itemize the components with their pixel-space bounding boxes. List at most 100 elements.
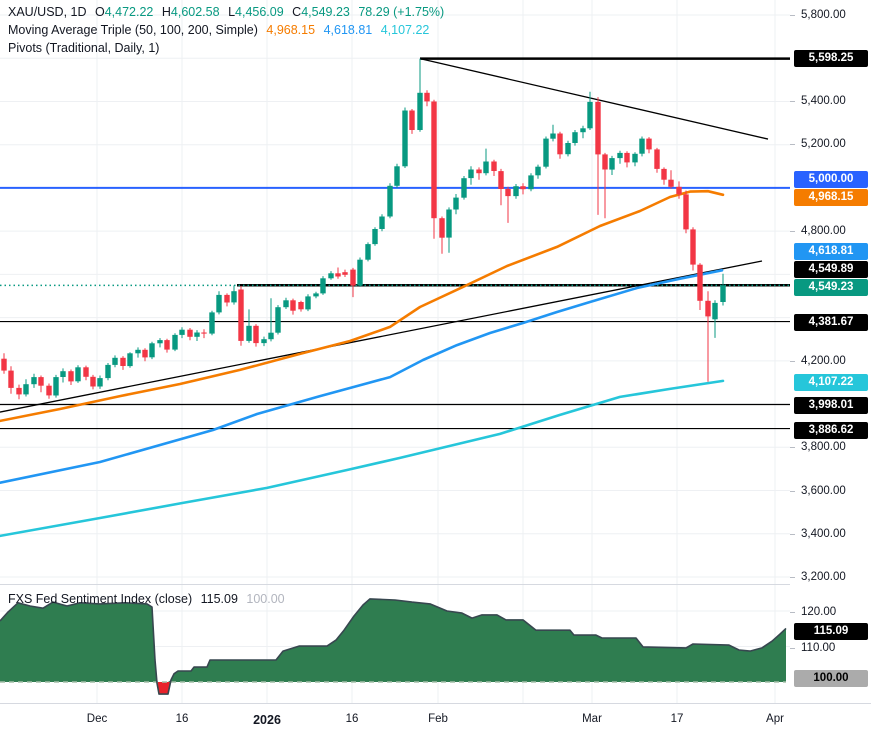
- candle-body: [172, 334, 178, 350]
- candle-body: [498, 171, 504, 189]
- candle-body: [528, 175, 534, 190]
- candle-body: [520, 186, 526, 190]
- axis-tick: [790, 577, 795, 578]
- ma-title[interactable]: Moving Average Triple (50, 100, 200, Sim…: [8, 23, 258, 37]
- candle-body: [402, 110, 408, 167]
- candle-body: [275, 307, 281, 333]
- low-label: L: [228, 5, 236, 19]
- axis-tick: [790, 144, 795, 145]
- symbol-legend: XAU/USD, 1D O4,472.22 H4,602.58 L4,456.0…: [8, 3, 449, 21]
- candle-body: [424, 92, 430, 102]
- price-axis-label: 5,800.00: [801, 9, 846, 21]
- candle-body: [453, 197, 459, 210]
- axis-tick: [790, 101, 795, 102]
- candle-body: [357, 259, 363, 286]
- open-value: 4,472.22: [104, 5, 154, 19]
- candle-body: [31, 377, 37, 385]
- symbol-title[interactable]: XAU/USD, 1D: [8, 5, 87, 19]
- candle-body: [328, 273, 334, 279]
- candle-body: [602, 154, 608, 170]
- time-axis-label[interactable]: Feb: [428, 713, 448, 725]
- low-value: 4,456.09: [235, 5, 284, 19]
- candle-body: [609, 158, 615, 170]
- price-badge: 3,998.01: [794, 396, 868, 414]
- candle-body: [90, 376, 96, 387]
- candle-body: [112, 357, 118, 365]
- candle-body: [535, 166, 541, 176]
- candle-body: [446, 209, 452, 238]
- candle-body: [187, 329, 193, 337]
- candle-body: [68, 371, 74, 382]
- time-axis-label[interactable]: Mar: [582, 713, 602, 725]
- candle-body: [661, 168, 667, 180]
- candle-body: [83, 367, 89, 377]
- candle-body: [483, 161, 489, 174]
- axis-tick: [790, 491, 795, 492]
- axis-tick: [790, 534, 795, 535]
- candle-body: [342, 272, 348, 275]
- time-axis-label[interactable]: 16: [345, 713, 359, 725]
- price-axis-label: 5,400.00: [801, 95, 846, 107]
- candle-body: [668, 179, 674, 187]
- candle-body: [201, 332, 207, 334]
- price-axis-label: 4,200.00: [801, 355, 846, 367]
- trendline-ascending-support: [0, 260, 763, 413]
- candle-body: [476, 169, 482, 174]
- time-axis[interactable]: Dec 16 2026 16 Feb Mar 17 Apr: [0, 703, 871, 735]
- price-badge: 4,618.81: [794, 242, 868, 260]
- axis-tick: [790, 231, 795, 232]
- candle-body: [409, 110, 415, 130]
- open-label: O: [94, 5, 105, 19]
- candle-body: [379, 216, 385, 229]
- ma-line-SMA-100: [0, 268, 724, 485]
- candle-body: [513, 186, 519, 197]
- candle-body: [231, 291, 237, 303]
- pane-separator[interactable]: [0, 584, 871, 585]
- candle-body: [550, 133, 556, 139]
- price-axis-label: 120.00: [801, 606, 837, 618]
- candle-body: [194, 332, 200, 337]
- price-badge: 3,886.62: [794, 421, 868, 439]
- price-axis[interactable]: 5,800.00 5,400.00 5,200.00 4,800.00 4,200.00…: [790, 0, 871, 703]
- price-badge: 4,549.89: [794, 260, 868, 278]
- time-axis-label[interactable]: 17: [670, 713, 684, 725]
- high-label: H: [161, 5, 171, 19]
- price-axis-label: 3,800.00: [801, 441, 846, 453]
- price-axis-label: 5,200.00: [801, 138, 846, 150]
- pivots-legend: Pivots (Traditional, Daily, 1): [8, 39, 164, 57]
- candle-body: [253, 325, 259, 344]
- candle-body: [290, 300, 296, 311]
- candle-body: [313, 293, 319, 297]
- time-axis-label[interactable]: 16: [175, 713, 189, 725]
- candle-body: [491, 161, 497, 171]
- candle-body: [283, 300, 289, 308]
- ma200-value: 4,107.22: [380, 23, 430, 37]
- axis-tick: [790, 447, 795, 448]
- sentiment-legend: FXS Fed Sentiment Index (close) 115.09 1…: [8, 590, 290, 608]
- candle-body: [654, 149, 660, 169]
- time-axis-label[interactable]: Dec: [86, 713, 108, 725]
- candle-body: [149, 343, 155, 358]
- candle-body: [468, 169, 474, 179]
- candle-body: [238, 289, 244, 341]
- sentiment-area-negative: [156, 682, 170, 695]
- candle-body: [505, 189, 511, 197]
- axis-tick: [790, 15, 795, 16]
- sentiment-title[interactable]: FXS Fed Sentiment Index (close): [8, 592, 193, 606]
- pivots-title[interactable]: Pivots (Traditional, Daily, 1): [8, 41, 160, 55]
- trendline-descending-resistance: [419, 58, 769, 140]
- sentiment-value: 115.09: [200, 592, 238, 606]
- time-axis-label[interactable]: 2026: [253, 713, 281, 727]
- time-axis-label[interactable]: Apr: [766, 713, 784, 725]
- candle-body: [387, 185, 393, 217]
- candle-body: [335, 273, 341, 277]
- candle-body: [394, 166, 400, 186]
- candle-body: [683, 194, 689, 230]
- candle-body: [690, 229, 696, 265]
- candle-body: [209, 312, 215, 334]
- close-value: 4,549.23: [301, 5, 350, 19]
- ma50-value: 4,968.15: [266, 23, 316, 37]
- ma-line-SMA-200: [0, 379, 725, 538]
